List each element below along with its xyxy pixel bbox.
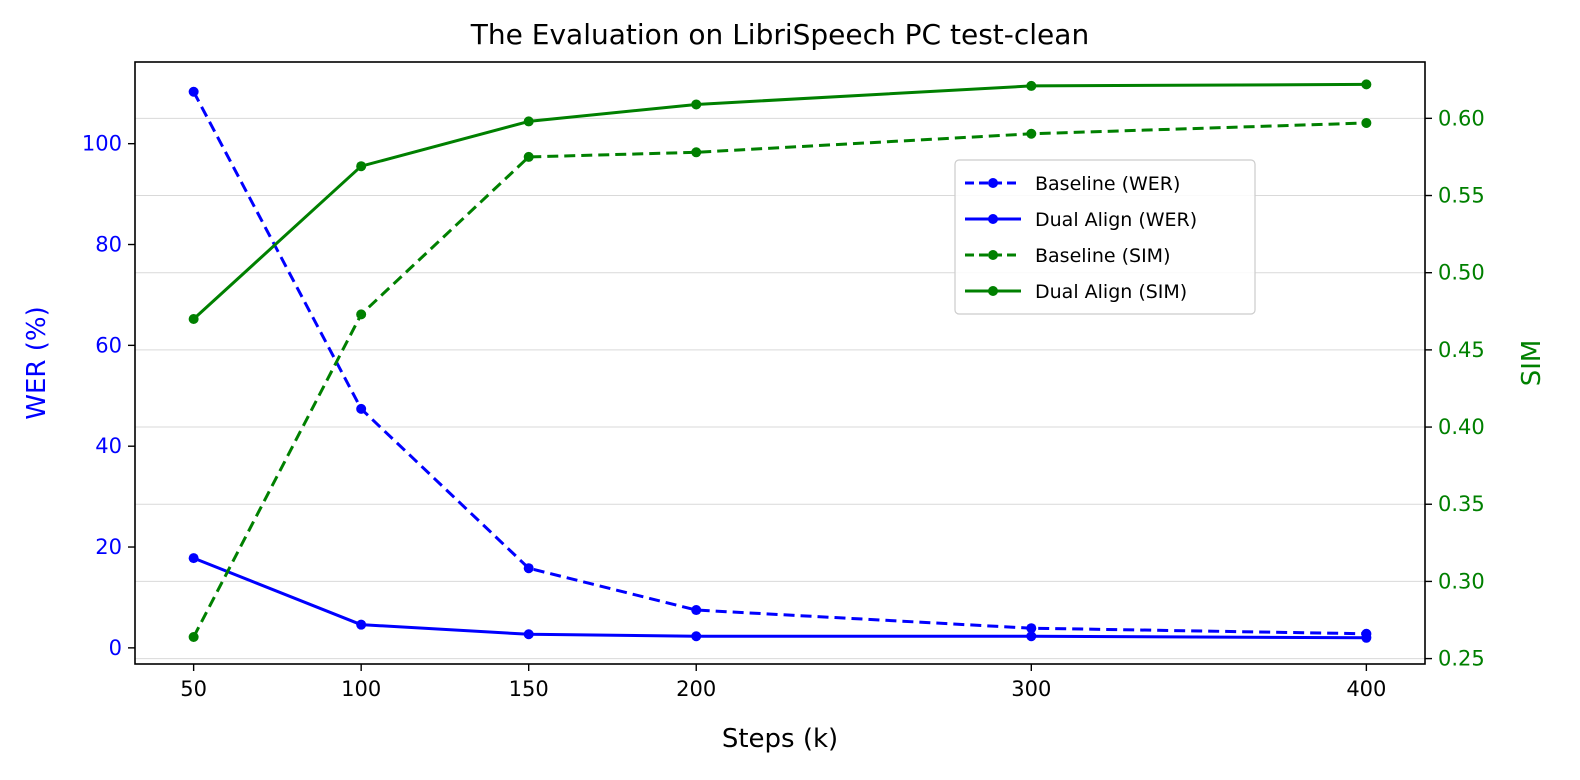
data-point [1026,128,1037,139]
series-layer [188,79,1372,643]
data-point [1361,79,1372,90]
right-tick-label: 0.55 [1438,184,1485,208]
legend-label: Baseline (SIM) [1035,245,1170,267]
x-axis-label: Steps (k) [722,724,838,754]
left-axis: 0 20 40 60 80 100 [82,132,135,660]
x-tick-label: 100 [341,677,381,701]
legend-box [954,159,1256,315]
data-point [691,147,702,158]
data-point [691,605,702,616]
data-point [523,151,534,162]
right-tick-label: 0.45 [1438,338,1485,362]
series-line-2 [193,556,1367,640]
data-point [356,161,367,172]
data-point [188,631,199,642]
left-axis-label: WER (%) [22,306,52,419]
legend-label: Baseline (WER) [1035,173,1180,195]
x-tick-label: 50 [180,677,207,701]
left-tick-label: 20 [95,535,122,559]
legend-marker [988,214,998,224]
legend-label: Dual Align (WER) [1035,209,1197,231]
left-tick-label: 60 [95,333,122,357]
legend-label: Dual Align (SIM) [1035,281,1187,303]
data-point [356,309,367,320]
right-tick-label: 0.60 [1438,106,1485,130]
right-tick-label: 0.40 [1438,415,1485,439]
data-point [1026,631,1037,642]
data-point [188,314,199,325]
data-point [691,99,702,110]
x-tick-label: 300 [1011,677,1051,701]
right-axis-label: SIM [1517,340,1547,387]
data-point [1361,632,1372,643]
data-point [523,116,534,127]
legend-marker [988,250,998,260]
x-tick-label: 200 [676,677,716,701]
data-point [188,553,199,564]
plot-frame [134,61,1426,665]
data-point [188,86,199,97]
x-tick-label: 400 [1346,677,1386,701]
data-point [356,619,367,630]
right-tick-label: 0.50 [1438,261,1485,285]
right-tick-label: 0.35 [1438,492,1485,516]
series-line-4 [192,82,1367,321]
left-tick-label: 0 [109,636,122,660]
grid-lines [135,117,1425,660]
right-tick-label: 0.30 [1438,569,1485,593]
data-point [523,563,534,574]
left-tick-label: 100 [82,132,122,156]
data-point [1026,623,1037,634]
x-tick-label: 150 [509,677,549,701]
legend-marker [988,286,998,296]
data-point [691,631,702,642]
data-point [356,403,367,414]
data-point [523,629,534,640]
legend: Baseline (WER) Dual Align (WER) Baseline (… [954,159,1256,315]
data-point [1026,80,1037,91]
series-line-1 [192,91,1367,636]
left-tick-label: 80 [95,233,122,257]
right-axis: 0.25 0.30 0.35 0.40 0.45 0.50 0.55 0.60 [1425,106,1485,671]
chart-title: The Evaluation on LibriSpeech PC test-cl… [470,18,1089,51]
data-point [1361,117,1372,128]
x-axis: 50 100 150 200 300 400 [180,664,1386,701]
legend-marker [988,178,998,188]
right-tick-label: 0.25 [1438,647,1485,671]
left-tick-label: 40 [95,434,122,458]
